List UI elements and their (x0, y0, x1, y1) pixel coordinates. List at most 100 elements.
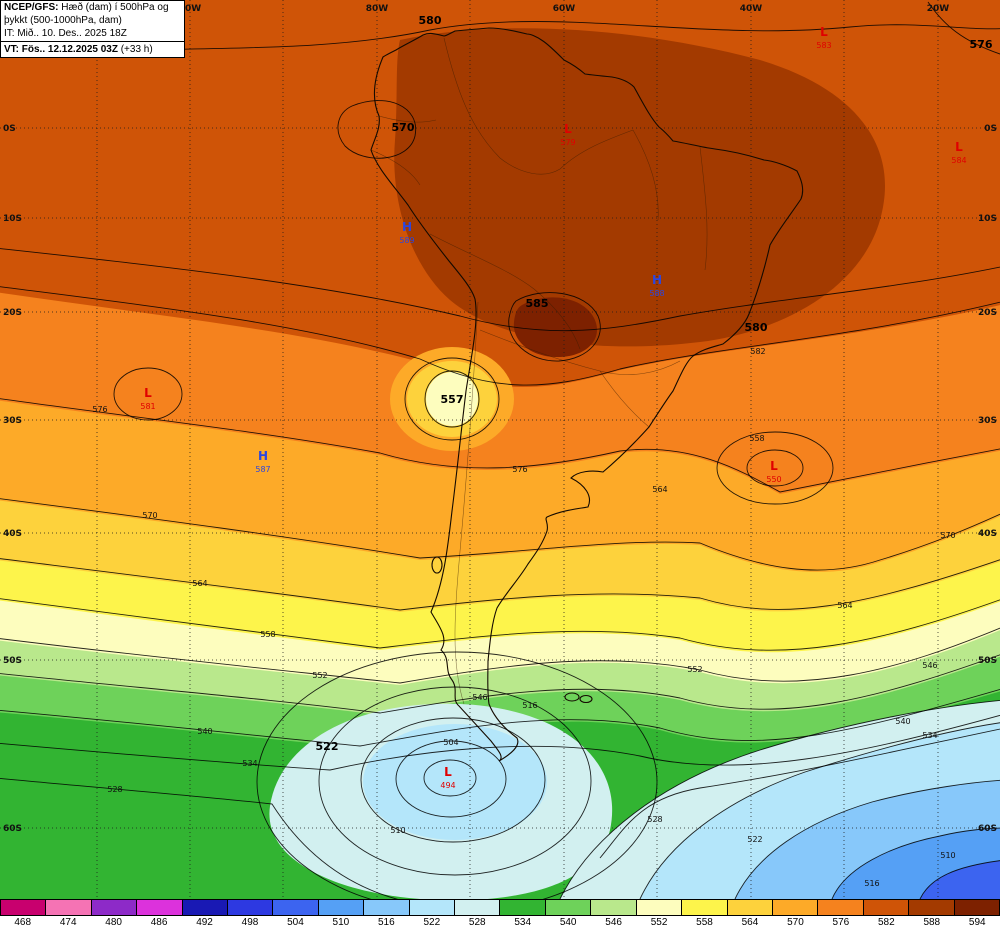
gridlines (0, 0, 1000, 899)
border-line (370, 149, 421, 186)
colorbar-label: 504 (287, 917, 304, 928)
contour-540 (0, 688, 1000, 747)
cutoff-557-ring-1 (424, 370, 480, 428)
lat-tick-label-right: 10S (978, 214, 997, 224)
colorbar-label: 522 (423, 917, 441, 928)
contour-label: 534 (922, 731, 937, 740)
country-borders (370, 37, 708, 705)
colorbar-cell (953, 899, 1000, 916)
contour-580-north (0, 21, 1000, 58)
contour-label: 570 (142, 511, 157, 520)
colorbar-cell (454, 899, 501, 916)
colorbar-label: 564 (741, 917, 759, 928)
center-value: 581 (140, 402, 155, 411)
band-522-low-core (363, 724, 547, 840)
contour-label: 528 (107, 785, 122, 794)
contour-label: 510 (940, 851, 955, 860)
center-value: 579 (560, 138, 575, 147)
contour-582 (0, 286, 1000, 386)
colorbar-label: 480 (105, 917, 122, 928)
lon-tick-label: 80W (366, 4, 389, 14)
height-label: 580 (745, 321, 768, 334)
low-marker: L (955, 140, 963, 154)
contour-label: 564 (652, 485, 667, 494)
colorbar-label: 516 (378, 917, 395, 928)
low-marker: L (144, 386, 152, 400)
contour-516-se (734, 779, 1000, 899)
colorbar-label: 498 (241, 917, 259, 928)
colorbar-label: 582 (877, 917, 895, 928)
high-marker: H (402, 220, 412, 234)
contour-label: 552 (312, 671, 327, 680)
low-ring-522 (256, 651, 658, 899)
border-line (378, 115, 437, 123)
lon-tick-label: 20W (927, 4, 950, 14)
band-504-se (920, 860, 1000, 899)
colorbar-cell (908, 899, 955, 916)
low-ring-3 (360, 717, 546, 843)
height-label: 557 (441, 393, 464, 406)
contour-570-closed (337, 100, 417, 159)
band-588 (394, 28, 885, 347)
low-581-ring (113, 367, 183, 421)
contour-label: 576 (92, 405, 107, 414)
colorbar-cell (862, 899, 910, 916)
contour-580-mid (0, 248, 1000, 332)
low-marker: L (564, 122, 572, 136)
colorbar-cell (499, 899, 546, 916)
colorbar-labels: 468 474 480 486 492 498 504 510 516 522 528 534 540 5… (0, 916, 1000, 928)
contour-510-se (831, 827, 1000, 899)
colorbar-label: 492 (196, 917, 213, 928)
colorbar-label: 528 (468, 917, 486, 928)
colorbar-cell (181, 899, 229, 916)
colorbar-cell (635, 899, 683, 916)
center-value: 494 (440, 781, 455, 790)
contour-label: 564 (837, 601, 852, 610)
height-label: 570 (392, 121, 415, 134)
contour-564 (0, 558, 1000, 611)
weather-map: 5825765765705705645645645585585525525465… (0, 0, 1000, 899)
contour-570 (0, 498, 1000, 571)
colorbar-label: 468 (14, 917, 32, 928)
low-marker: L (444, 765, 452, 779)
colorbar-label: 576 (832, 917, 850, 928)
high-marker: H (258, 449, 268, 463)
border-line (632, 129, 659, 221)
valid-time: VT: Fös.. 12.12.2025 03Z (+33 h) (1, 40, 184, 57)
south-america-coast (370, 27, 804, 762)
colorbar-cell (817, 899, 864, 916)
lat-tick-label-right: 50S (978, 656, 997, 666)
border-line (429, 233, 581, 350)
contour-585-closed (508, 292, 601, 362)
contour-label: 516 (522, 701, 537, 710)
contour-label: 528 (647, 815, 662, 824)
contour-labels: 582 576 576 570 570 564 564 564 558 558 552 552 546 5… (92, 347, 955, 888)
border-line (699, 146, 708, 271)
height-label: 576 (970, 38, 993, 51)
colorbar-cell (726, 899, 773, 916)
contour-528-west (0, 778, 399, 899)
lat-tick-label-right: 60S (978, 824, 997, 834)
contour-558 (0, 598, 1000, 651)
lat-tick-label-left: 60S (3, 824, 22, 834)
contour-504-se (919, 860, 1000, 899)
colorbar-cell (136, 899, 183, 916)
contour-label: 510 (390, 826, 405, 835)
contour-label: 540 (197, 727, 212, 736)
contour-label: 546 (472, 693, 487, 702)
lon-tick-label: 00W (179, 4, 202, 14)
colorbar-cell (90, 899, 138, 916)
contour-label: 558 (260, 630, 275, 639)
height-label: 585 (526, 297, 549, 310)
title-text: Hæð (dam) í 500hPa og (58, 2, 169, 13)
title-line-1: NCEP/GFS: Hæð (dam) í 500hPa og (1, 1, 184, 14)
high-marker: H (652, 273, 662, 287)
colorbar-cell (771, 899, 819, 916)
contour-label: 546 (922, 661, 937, 670)
contour-552 (0, 627, 1000, 684)
contour-576 (0, 398, 1000, 493)
colorbar-cell (681, 899, 728, 916)
valid-time-bold: VT: Fös.. 12.12.2025 03Z (4, 43, 118, 55)
thickness-bands (0, 0, 1000, 899)
